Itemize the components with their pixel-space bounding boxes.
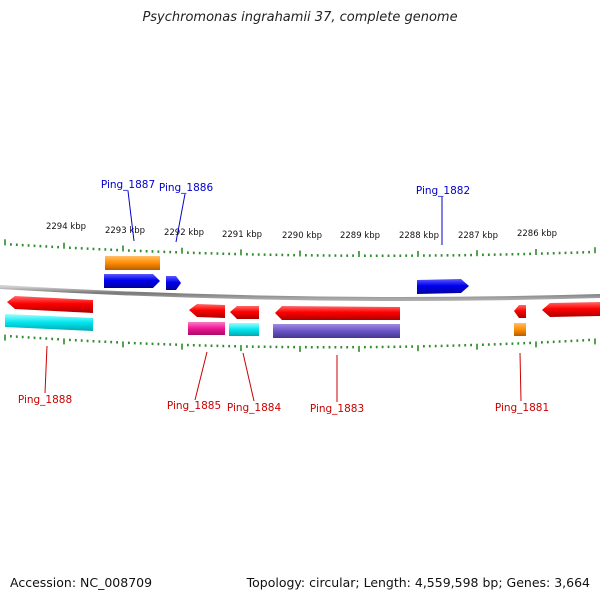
scale-ticks-top	[4, 239, 596, 257]
gene-ping-1887-orange[interactable]	[105, 256, 160, 270]
gene-label[interactable]: Ping_1887	[101, 179, 155, 191]
gene-ping-1883-purple[interactable]	[273, 324, 400, 338]
gene-ping-1884-cyan[interactable]	[229, 323, 259, 336]
gene-ping-1888-cyan[interactable]	[5, 314, 93, 331]
gene-ping-1885[interactable]	[189, 304, 225, 318]
scale-label: 2293 kbp	[105, 226, 145, 236]
gene-ping-1887[interactable]	[104, 274, 160, 288]
scale-ticks-bottom	[4, 334, 596, 352]
gene-label[interactable]: Ping_1885	[167, 400, 221, 412]
reverse-genes	[5, 296, 600, 338]
scale-label: 2290 kbp	[282, 231, 322, 241]
scale-label: 2289 kbp	[340, 231, 380, 241]
gene-label[interactable]: Ping_1883	[310, 403, 364, 415]
scale-label: 2294 kbp	[46, 222, 86, 232]
genome-title: Psychromonas ingrahamii 37, complete gen…	[142, 10, 458, 25]
label-leaders	[44, 190, 522, 402]
gene-label[interactable]: Ping_1888	[18, 394, 72, 406]
accession-text: Accession: NC_008709	[10, 575, 153, 590]
gene-ping-1885-pink[interactable]	[188, 322, 225, 335]
scale-label: 2291 kbp	[222, 230, 262, 240]
gene-labels: Ping_1887 Ping_1886 Ping_1882 Ping_1888 …	[18, 179, 549, 415]
gene-ping-1884[interactable]	[230, 306, 259, 319]
gene-right-edge[interactable]	[542, 302, 600, 317]
genome-backbone	[0, 285, 600, 301]
scale-label: 2287 kbp	[458, 231, 498, 241]
forward-genes	[104, 256, 469, 294]
gene-ping-1888[interactable]	[7, 296, 93, 313]
scale-label: 2286 kbp	[517, 229, 557, 239]
gene-label[interactable]: Ping_1881	[495, 402, 549, 414]
genome-summary-text: Topology: circular; Length: 4,559,598 bp…	[246, 575, 590, 590]
gene-ping-1886[interactable]	[166, 276, 181, 290]
gene-label[interactable]: Ping_1886	[159, 182, 214, 194]
scale-label: 2288 kbp	[399, 231, 439, 241]
scale-label: 2292 kbp	[164, 228, 204, 238]
gene-ping-1881[interactable]	[514, 305, 526, 318]
gene-label[interactable]: Ping_1882	[416, 185, 470, 197]
gene-ping-1883[interactable]	[275, 306, 400, 320]
scale-labels: 2294 kbp 2293 kbp 2292 kbp 2291 kbp 2290…	[46, 222, 557, 241]
gene-ping-1881-orange[interactable]	[514, 323, 526, 336]
gene-label[interactable]: Ping_1884	[227, 402, 282, 414]
gene-ping-1882[interactable]	[417, 279, 469, 294]
